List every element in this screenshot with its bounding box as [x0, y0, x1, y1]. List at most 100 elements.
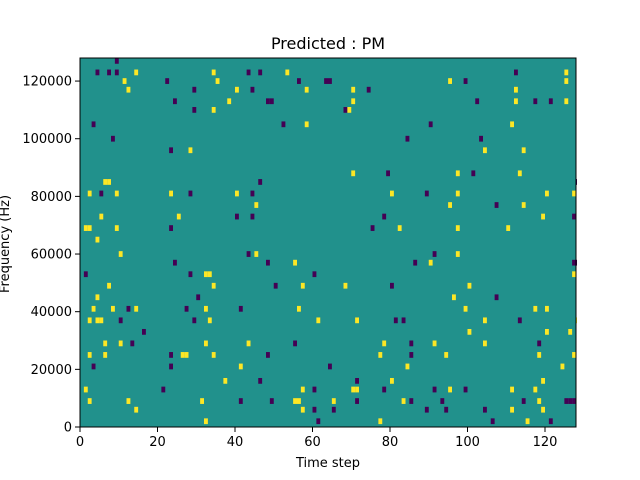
heatmap-cell — [142, 328, 146, 335]
heatmap-cell — [87, 190, 92, 197]
heatmap-cell — [541, 406, 545, 413]
x-tick-label: 80 — [382, 435, 399, 450]
heatmap-cell — [510, 406, 514, 413]
heatmap-cell — [405, 135, 410, 142]
heatmap-cell — [266, 352, 270, 358]
y-axis: 0 20000 40000 60000 80000 100000 120000 — [22, 75, 80, 436]
heatmap-cell — [444, 406, 449, 413]
heatmap-cell — [351, 98, 356, 105]
heatmap-cell — [378, 418, 383, 425]
heatmap-cell — [386, 170, 390, 177]
heatmap-cell — [490, 418, 495, 425]
heatmap-cell — [494, 294, 499, 301]
heatmap-cell — [235, 86, 239, 93]
heatmap-cell — [238, 363, 243, 370]
plot-frame — [79, 57, 577, 428]
heatmap-cell — [471, 170, 476, 177]
heatmap-cell — [107, 179, 111, 185]
heatmap-cell — [281, 121, 286, 128]
heatmap-cell — [521, 147, 526, 154]
heatmap-cell — [99, 190, 104, 197]
heatmap-cell — [118, 340, 123, 347]
heatmap-cell — [211, 69, 216, 76]
heatmap-cell — [328, 363, 332, 370]
chart-title: Predicted : PM — [271, 34, 385, 53]
heatmap-cell — [517, 317, 522, 324]
heatmap-cell — [103, 352, 108, 358]
heatmap-cell — [246, 251, 251, 257]
heatmap-cell — [312, 271, 317, 278]
heatmap-cell — [432, 251, 437, 257]
heatmap-cell — [483, 317, 487, 324]
heatmap-cell — [200, 398, 204, 404]
heatmap-cell — [572, 259, 576, 266]
heatmap-cell — [514, 98, 518, 105]
heatmap-cell — [378, 352, 383, 358]
heatmap-cell — [343, 107, 348, 113]
heatmap-cell — [444, 352, 449, 358]
heatmap-cell — [204, 340, 208, 347]
heatmap-cell — [483, 406, 487, 413]
heatmap-cell — [409, 340, 414, 347]
heatmap-cell — [351, 386, 356, 393]
heatmap-cell — [537, 398, 542, 404]
heatmap-cell — [521, 202, 526, 208]
heatmap-cell — [548, 98, 553, 105]
heatmap-cell — [250, 213, 255, 220]
heatmap-cell — [467, 282, 472, 289]
heatmap-cell — [564, 398, 569, 404]
heatmap-cell — [382, 386, 387, 393]
heatmap-cell — [463, 78, 468, 84]
heatmap-cell — [463, 386, 468, 393]
heatmap-cell — [390, 190, 394, 197]
heatmap-cell — [409, 352, 414, 358]
heatmap-cell — [455, 225, 460, 231]
heatmap-cell — [382, 340, 387, 347]
heatmap-cell — [103, 179, 108, 185]
heatmap-cell — [304, 121, 309, 128]
heatmap-cell — [548, 418, 553, 425]
heatmap-cell — [235, 190, 239, 197]
heatmap-cell — [300, 282, 305, 289]
heatmap-cell — [169, 352, 173, 358]
heatmap-cell — [316, 317, 321, 324]
y-axis-label: Frequency (Hz) — [0, 195, 13, 293]
heatmap-cell — [397, 225, 402, 231]
heatmap-cell — [111, 135, 115, 142]
x-tick-label: 40 — [227, 435, 244, 450]
heatmap-cell — [227, 98, 232, 105]
heatmap-cell — [331, 406, 336, 413]
heatmap-cell — [293, 259, 297, 266]
heatmap-cell — [99, 317, 104, 324]
heatmap-cell — [316, 418, 321, 425]
heatmap-cell — [188, 271, 193, 278]
heatmap-cell — [475, 98, 480, 105]
heatmap-cell — [572, 271, 576, 278]
heatmap-cell — [83, 225, 88, 231]
heatmap-cell — [254, 251, 259, 257]
heatmap-cell — [424, 190, 429, 197]
heatmap-cell — [568, 398, 573, 404]
heatmap-cell — [114, 69, 119, 76]
heatmap-cell — [188, 147, 193, 154]
x-tick-label: 120 — [533, 435, 558, 450]
heatmap-cell — [215, 78, 220, 84]
heatmap-cell — [118, 251, 123, 257]
heatmap-cell — [114, 225, 119, 231]
heatmap-cell — [455, 190, 460, 197]
heatmap-cell — [246, 69, 251, 76]
heatmap-cell — [494, 202, 499, 208]
heatmap-cell — [103, 340, 108, 347]
heatmap-cell — [304, 86, 309, 93]
heatmap-cell — [130, 340, 135, 347]
heatmap-cell — [366, 86, 371, 93]
heatmap-cell — [235, 213, 239, 220]
heatmap-cell — [545, 305, 549, 312]
heatmap-cell — [95, 294, 100, 301]
heatmap-cell — [541, 213, 545, 220]
heatmap-cell — [312, 406, 317, 413]
heatmap-cell — [169, 363, 173, 370]
heatmap-cell — [572, 213, 576, 220]
heatmap-cell — [250, 86, 255, 93]
heatmap-cell — [440, 398, 445, 404]
